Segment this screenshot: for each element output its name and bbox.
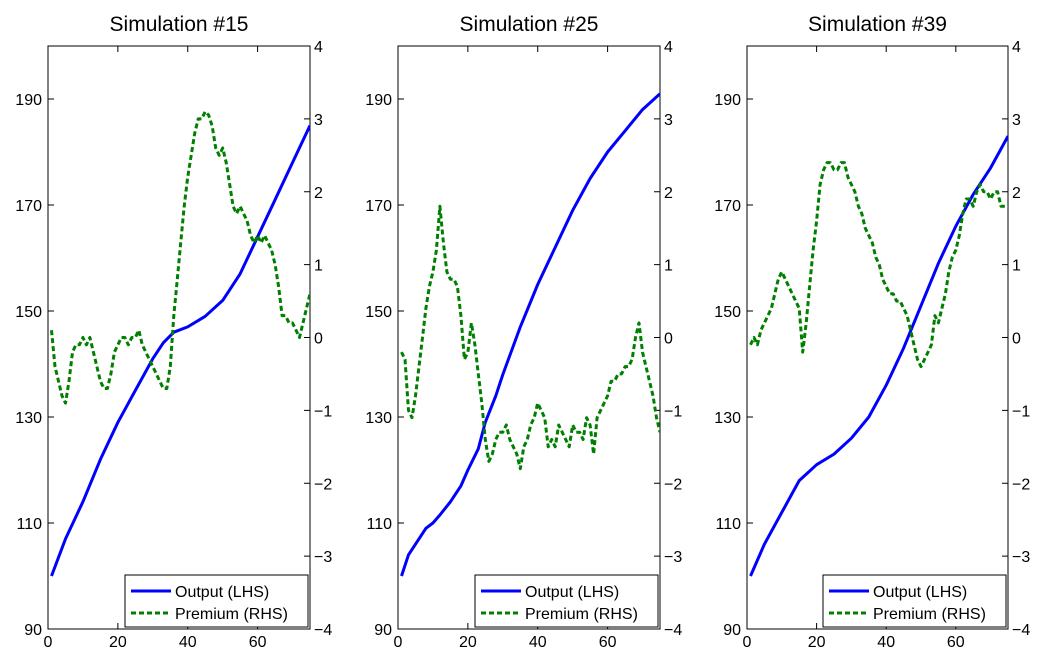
y-right-tick-label: 2 — [314, 185, 323, 202]
legend-label: Premium (RHS) — [175, 606, 288, 623]
y-right-tick-label: 4 — [314, 39, 323, 56]
y-right-tick-label: 3 — [314, 112, 323, 129]
y-right-tick-label: −3 — [664, 549, 682, 566]
legend: Output (LHS) Premium (RHS) — [474, 574, 659, 628]
chart-title: Simulation #25 — [460, 13, 599, 36]
x-tick-label: 20 — [459, 634, 477, 651]
legend-label: Output (LHS) — [175, 584, 269, 601]
y-left-tick-label: 130 — [714, 410, 741, 427]
y-right-tick-label: −4 — [1012, 622, 1030, 639]
chart-panel-1: Simulation #150 20 40 6090110130150170190−4… — [15, 13, 332, 651]
y-left-tick-label: 130 — [365, 410, 392, 427]
y-right-tick-label: −2 — [1012, 476, 1030, 493]
legend-label: Output (LHS) — [525, 584, 619, 601]
y-right-tick-label: −1 — [664, 403, 682, 420]
plot-frame — [746, 45, 1009, 630]
y-left-tick-label: 190 — [365, 92, 392, 109]
y-left-tick-label: 170 — [365, 198, 392, 215]
legend-label: Premium (RHS) — [873, 606, 986, 623]
y-right-tick-label: −4 — [314, 622, 332, 639]
x-tick-label: 40 — [877, 634, 895, 651]
plot-frame — [47, 45, 311, 630]
x-tick-label: 60 — [947, 634, 965, 651]
y-right-tick-label: −4 — [664, 622, 682, 639]
y-right-tick-label: 3 — [1012, 112, 1021, 129]
y-left-tick-label: 190 — [15, 92, 42, 109]
series-line-output — [400, 92, 660, 577]
legend-box — [124, 574, 309, 628]
y-right-tick-label: 3 — [664, 112, 673, 129]
chart-panel-2: Simulation #250 20 40 6090110130150170190−4… — [365, 13, 682, 651]
x-tick-label: 40 — [529, 634, 547, 651]
y-right-tick-label: −3 — [1012, 549, 1030, 566]
y-left-tick-label: 110 — [715, 516, 741, 533]
legend-box — [474, 574, 659, 628]
chart-title: Simulation #39 — [808, 13, 947, 36]
x-tick-label: 60 — [599, 634, 617, 651]
y-left-tick-label: 130 — [15, 410, 42, 427]
plot-frame — [397, 45, 661, 630]
y-left-tick-label: 110 — [16, 516, 42, 533]
x-tick-label: 0 — [394, 634, 403, 651]
y-right-tick-label: −3 — [314, 549, 332, 566]
chart-title: Simulation #15 — [110, 13, 249, 36]
x-tick-label: 20 — [808, 634, 826, 651]
y-right-tick-label: −1 — [314, 403, 332, 420]
y-right-tick-label: −2 — [314, 476, 332, 493]
y-left-tick-label: 90 — [374, 622, 392, 639]
legend: Output (LHS) Premium (RHS) — [822, 574, 1007, 628]
y-left-tick-label: 170 — [714, 198, 741, 215]
y-right-tick-label: 1 — [314, 258, 323, 275]
y-right-tick-label: 4 — [664, 39, 673, 56]
legend-label: Premium (RHS) — [525, 606, 638, 623]
y-left-tick-label: 190 — [714, 92, 741, 109]
y-right-tick-label: 0 — [314, 331, 323, 348]
legend-label: Output (LHS) — [873, 584, 967, 601]
x-tick-label: 60 — [249, 634, 267, 651]
series-line-premium — [50, 110, 310, 405]
y-right-tick-label: 4 — [1012, 39, 1021, 56]
y-left-tick-label: 170 — [15, 198, 42, 215]
y-right-tick-label: 0 — [664, 331, 673, 348]
chart-panel-3: Simulation #390 20 40 6090110130150170190−4… — [714, 13, 1030, 651]
series-line-premium — [749, 161, 1008, 369]
series-line-output — [749, 135, 1008, 577]
y-right-tick-label: −2 — [664, 476, 682, 493]
y-right-tick-label: 2 — [664, 185, 673, 202]
y-right-tick-label: 1 — [664, 258, 673, 275]
y-left-tick-label: 150 — [714, 304, 741, 321]
x-tick-label: 40 — [179, 634, 197, 651]
series-line-premium — [400, 204, 660, 471]
x-tick-label: 20 — [109, 634, 127, 651]
y-right-tick-label: 1 — [1012, 258, 1021, 275]
legend-box — [822, 574, 1007, 628]
x-tick-label: 0 — [44, 634, 53, 651]
y-left-tick-label: 150 — [15, 304, 42, 321]
x-tick-label: 0 — [743, 634, 752, 651]
y-left-tick-label: 110 — [366, 516, 392, 533]
y-right-tick-label: 2 — [1012, 185, 1021, 202]
y-right-tick-label: −1 — [1012, 403, 1030, 420]
y-right-tick-label: 0 — [1012, 331, 1021, 348]
y-left-tick-label: 90 — [723, 622, 741, 639]
series-line-output — [50, 124, 310, 577]
legend: Output (LHS) Premium (RHS) — [124, 574, 309, 628]
y-left-tick-label: 90 — [24, 622, 42, 639]
y-left-tick-label: 150 — [365, 304, 392, 321]
